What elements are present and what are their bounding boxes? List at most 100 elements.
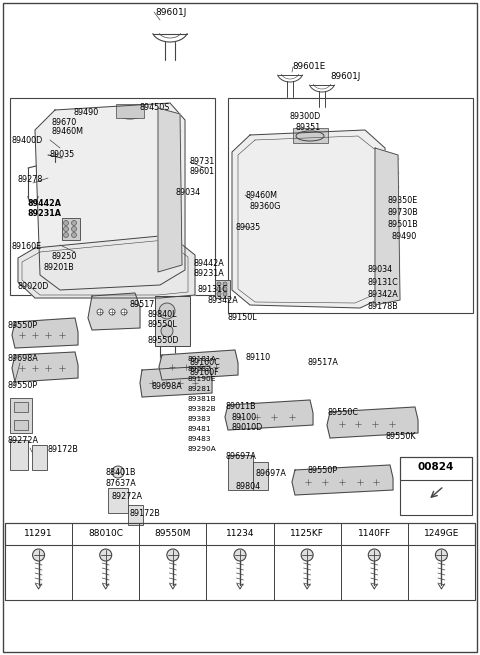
Text: 89172B: 89172B [48, 445, 79, 454]
Text: 11234: 11234 [226, 529, 254, 538]
Ellipse shape [72, 221, 76, 225]
Text: 89281: 89281 [188, 386, 212, 392]
Ellipse shape [301, 549, 313, 561]
Text: 89550D: 89550D [148, 336, 180, 345]
Polygon shape [12, 352, 78, 382]
Ellipse shape [296, 131, 324, 141]
Polygon shape [18, 235, 195, 298]
Text: 89517: 89517 [130, 300, 156, 309]
Text: 1249GE: 1249GE [424, 529, 459, 538]
Bar [108, 488, 128, 513]
Bar [400, 457, 472, 515]
Polygon shape [375, 148, 400, 305]
Ellipse shape [389, 421, 395, 427]
Text: 89381B: 89381B [188, 396, 216, 402]
Ellipse shape [357, 479, 363, 485]
Polygon shape [225, 400, 313, 430]
Text: 89517A: 89517A [308, 358, 339, 367]
Ellipse shape [197, 364, 203, 370]
Text: 89035: 89035 [50, 150, 75, 159]
Ellipse shape [97, 309, 103, 315]
Bar [5, 523, 475, 600]
Bar [253, 462, 268, 490]
Text: 89160E: 89160E [12, 242, 42, 251]
Text: 89201B: 89201B [44, 263, 75, 272]
Text: 89481: 89481 [188, 426, 212, 432]
Text: 89490: 89490 [73, 108, 98, 117]
Text: 89730B: 89730B [388, 208, 419, 217]
Ellipse shape [192, 380, 198, 386]
Polygon shape [140, 366, 212, 397]
Text: 89840L: 89840L [148, 310, 178, 319]
Polygon shape [158, 108, 182, 272]
Bar [400, 457, 472, 480]
Text: 89011B: 89011B [225, 402, 256, 411]
Bar [293, 128, 328, 143]
Bar [341, 545, 408, 600]
Ellipse shape [372, 421, 378, 427]
Ellipse shape [355, 421, 361, 427]
Text: 89442A: 89442A [193, 259, 224, 268]
Ellipse shape [72, 227, 76, 231]
Ellipse shape [159, 303, 175, 319]
Text: 89550M: 89550M [155, 529, 191, 538]
Ellipse shape [169, 364, 175, 370]
Ellipse shape [118, 109, 142, 119]
Text: 1125KF: 1125KF [290, 529, 324, 538]
Text: 89231A: 89231A [28, 209, 62, 218]
Text: 1140FF: 1140FF [358, 529, 391, 538]
Ellipse shape [59, 332, 65, 338]
Ellipse shape [19, 365, 25, 371]
Text: 89272A: 89272A [112, 492, 143, 501]
Polygon shape [35, 103, 185, 290]
Ellipse shape [435, 549, 447, 561]
Text: 87637A: 87637A [105, 479, 136, 488]
Ellipse shape [177, 380, 183, 386]
Text: 89020D: 89020D [18, 282, 49, 291]
Text: 89601: 89601 [190, 167, 215, 176]
Ellipse shape [254, 414, 260, 420]
Ellipse shape [223, 292, 227, 296]
Bar [10, 440, 28, 470]
Ellipse shape [339, 479, 345, 485]
Ellipse shape [322, 479, 328, 485]
Ellipse shape [237, 414, 243, 420]
Ellipse shape [19, 332, 25, 338]
Text: 89601J: 89601J [330, 72, 360, 81]
Ellipse shape [368, 549, 380, 561]
Bar [274, 545, 341, 600]
Ellipse shape [373, 479, 379, 485]
Ellipse shape [213, 364, 219, 370]
Text: 89383: 89383 [188, 416, 212, 422]
Ellipse shape [149, 380, 155, 386]
Ellipse shape [112, 466, 124, 478]
Bar [155, 296, 190, 346]
Ellipse shape [217, 287, 221, 291]
Bar [10, 398, 32, 433]
Text: 89550P: 89550P [8, 321, 38, 330]
Text: 89350E: 89350E [388, 196, 418, 205]
Ellipse shape [163, 380, 169, 386]
Text: 89550P: 89550P [308, 466, 338, 475]
Text: 89181A: 89181A [188, 356, 217, 362]
Text: 89550P: 89550P [8, 381, 38, 390]
Text: 89698A: 89698A [152, 382, 183, 391]
Text: 00824: 00824 [418, 462, 454, 472]
Bar [72, 523, 139, 545]
Bar [116, 104, 144, 118]
Text: 89178B: 89178B [368, 302, 399, 311]
Ellipse shape [161, 325, 173, 337]
Ellipse shape [217, 292, 221, 296]
Bar [5, 545, 72, 600]
Text: 89182: 89182 [188, 366, 212, 372]
Text: 89172B: 89172B [130, 509, 161, 518]
Ellipse shape [72, 233, 76, 238]
Text: 89160C: 89160C [190, 358, 221, 367]
Text: 89483: 89483 [188, 436, 212, 442]
Text: 89351: 89351 [295, 123, 320, 132]
Bar [228, 98, 473, 313]
Ellipse shape [45, 332, 51, 338]
Ellipse shape [305, 479, 311, 485]
Text: 89131C: 89131C [197, 285, 228, 294]
Ellipse shape [167, 549, 179, 561]
